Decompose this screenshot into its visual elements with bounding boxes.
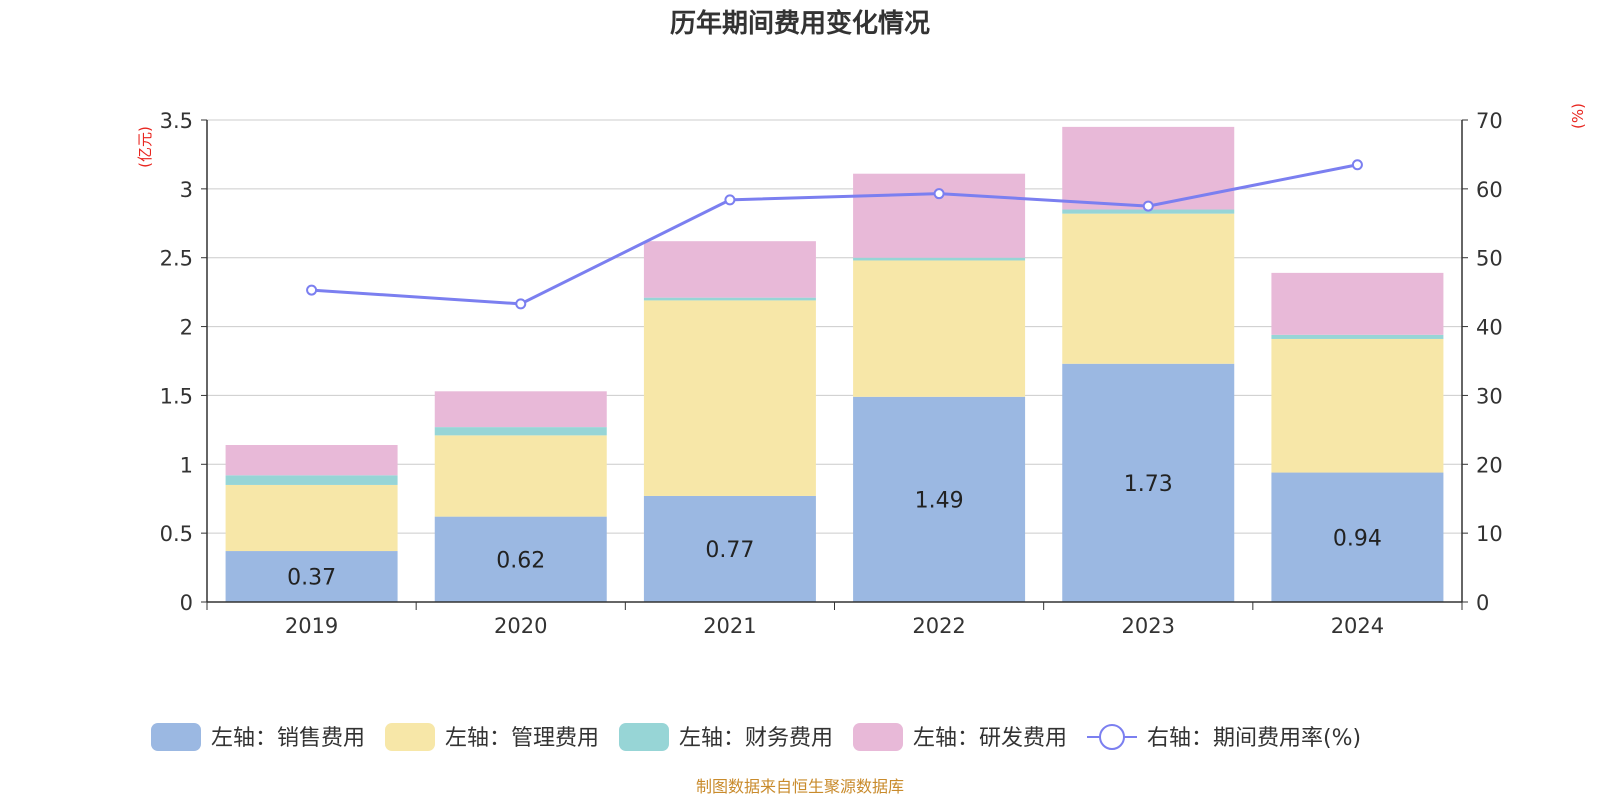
right-axis-tick-label: 30 xyxy=(1476,384,1503,408)
line-point xyxy=(724,194,736,206)
series-line xyxy=(311,163,1358,306)
bar-segment-2 xyxy=(1271,338,1444,473)
source-note: 制图数据来自恒生聚源数据库 xyxy=(696,777,904,796)
bar-data-label: 1.49 xyxy=(915,488,964,513)
bar-data-label: 1.73 xyxy=(1124,472,1173,497)
bar-segment-1 xyxy=(853,396,1026,602)
legend-label: 左轴：销售费用 xyxy=(211,726,365,751)
bar-segment-1 xyxy=(434,516,607,602)
x-axis-tick-label: 2023 xyxy=(1122,614,1175,638)
bar-segment-3 xyxy=(225,475,398,485)
bar-segment-4 xyxy=(853,173,1026,258)
bar-segment-2 xyxy=(1062,213,1235,364)
bar-data-label: 0.77 xyxy=(705,538,754,563)
bar-segment-2 xyxy=(643,300,816,496)
bar-segment-2 xyxy=(434,435,607,517)
left-axis-tick-label: 0 xyxy=(180,591,193,615)
left-axis-tick-label: 2 xyxy=(180,316,193,340)
x-axis-tick-label: 2020 xyxy=(494,614,547,638)
bar-segment-3 xyxy=(1062,209,1235,214)
bar-segment-4 xyxy=(225,445,398,476)
x-axis-tick-label: 2024 xyxy=(1331,614,1384,638)
left-axis-tick-label: 0.5 xyxy=(160,522,193,546)
bar-segment-4 xyxy=(434,391,607,428)
legend-swatch xyxy=(853,723,903,751)
bar-segment-2 xyxy=(225,484,398,552)
bar-segment-1 xyxy=(1271,472,1444,602)
bar-data-label: 0.37 xyxy=(287,566,336,591)
right-axis-tick-label: 0 xyxy=(1476,591,1489,615)
right-axis-tick-label: 70 xyxy=(1476,109,1503,133)
legend-label: 左轴：管理费用 xyxy=(445,726,599,751)
bar-segment-3 xyxy=(1271,334,1444,339)
legend-swatch xyxy=(619,723,669,751)
legend-swatch xyxy=(385,723,435,751)
bar-segment-3 xyxy=(434,427,607,436)
line-point xyxy=(1351,159,1363,171)
bar-data-label: 0.94 xyxy=(1333,526,1382,551)
left-axis-tick-label: 1.5 xyxy=(160,384,193,408)
legend: 左轴：销售费用 左轴：管理费用 左轴：财务费用 左轴：研发费用 右轴：期间费用率(%) xyxy=(151,723,1361,751)
left-axis-unit: (亿元) xyxy=(136,126,154,168)
bar-segment-4 xyxy=(643,241,816,298)
bar-segment-4 xyxy=(1062,126,1235,210)
plot-area: 0 0.5 1 1.5 2 2.5 3 3.5 0 10 20 30 40 50 60 70 0.37 0.62 0… xyxy=(160,109,1503,638)
x-axis-tick-label: 2022 xyxy=(912,614,965,638)
left-axis-tick-label: 3.5 xyxy=(160,109,193,133)
bar-segment-3 xyxy=(853,257,1026,261)
bar-segment-1 xyxy=(225,551,398,602)
bar-segment-1 xyxy=(643,495,816,602)
bar-data-label: 0.62 xyxy=(496,548,545,573)
right-axis-tick-label: 10 xyxy=(1476,522,1503,546)
bar-segment-2 xyxy=(853,260,1026,397)
bar-segment-3 xyxy=(643,297,816,301)
line-point xyxy=(933,188,945,200)
right-axis-tick-label: 60 xyxy=(1476,178,1503,202)
legend-marker xyxy=(1099,724,1125,750)
x-axis-tick-label: 2021 xyxy=(703,614,756,638)
right-axis-unit: (%) xyxy=(1569,103,1587,129)
legend-label: 左轴：财务费用 xyxy=(679,726,833,751)
right-axis-tick-label: 40 xyxy=(1476,316,1503,340)
bar-segment-4 xyxy=(1271,272,1444,335)
left-axis-tick-label: 3 xyxy=(180,178,193,202)
right-axis-tick-label: 20 xyxy=(1476,453,1503,477)
left-axis-tick-label: 1 xyxy=(180,453,193,477)
bar-segment-1 xyxy=(1062,363,1235,602)
legend-swatch xyxy=(151,723,201,751)
line-point xyxy=(1142,200,1154,212)
left-axis-tick-label: 2.5 xyxy=(160,247,193,271)
legend-label: 左轴：研发费用 xyxy=(913,726,1067,751)
right-axis-tick-label: 50 xyxy=(1476,247,1503,271)
line-point xyxy=(306,284,318,296)
line-point xyxy=(515,298,527,310)
chart-title: 历年期间费用变化情况 xyxy=(670,8,930,39)
x-axis-tick-label: 2019 xyxy=(285,614,338,638)
legend-label: 右轴：期间费用率(%) xyxy=(1147,726,1361,751)
